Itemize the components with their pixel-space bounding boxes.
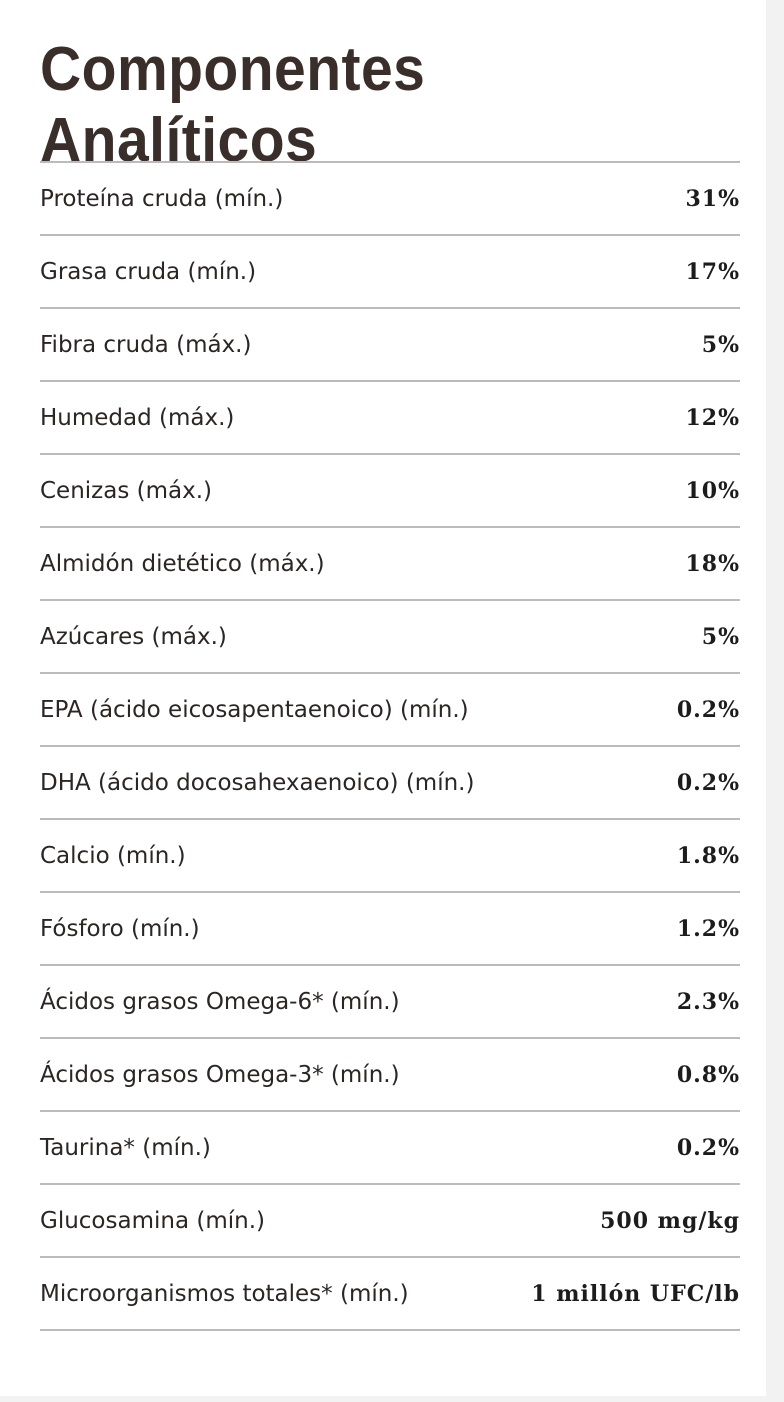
table-row: Microorganismos totales* (mín.) 1 millón … bbox=[40, 1258, 740, 1331]
label: Cenizas (máx.) bbox=[40, 477, 213, 504]
label: EPA (ácido eicosapentaenoico) (mín.) bbox=[40, 696, 469, 723]
table: Proteína cruda (mín.) 31% Grasa cruda (mín… bbox=[40, 161, 740, 1331]
label: Ácidos grasos Omega-3* (mín.) bbox=[40, 1061, 400, 1088]
value: 500 mg/kg bbox=[600, 1207, 740, 1234]
label: Humedad (máx.) bbox=[40, 404, 235, 431]
table-row: Fibra cruda (máx.) 5% bbox=[40, 309, 740, 382]
value: 18% bbox=[685, 550, 740, 577]
value: 2.3% bbox=[676, 988, 740, 1015]
label: Ácidos grasos Omega-6* (mín.) bbox=[40, 988, 400, 1015]
table-row: Calcio (mín.) 1.8% bbox=[40, 820, 740, 893]
table-row: Proteína cruda (mín.) 31% bbox=[40, 163, 740, 236]
table-row: Humedad (máx.) 12% bbox=[40, 382, 740, 455]
value: 31% bbox=[685, 185, 740, 212]
label: Glucosamina (mín.) bbox=[40, 1207, 265, 1234]
label: Almidón dietético (máx.) bbox=[40, 550, 325, 577]
table-row: Ácidos grasos Omega-3* (mín.) 0.8% bbox=[40, 1039, 740, 1112]
value: 10% bbox=[685, 477, 740, 504]
label: Fósforo (mín.) bbox=[40, 915, 200, 942]
value: 12% bbox=[685, 404, 740, 431]
value: 0.2% bbox=[676, 696, 740, 723]
label: Microorganismos totales* (mín.) bbox=[40, 1280, 409, 1307]
table-row: Ácidos grasos Omega-6* (mín.) 2.3% bbox=[40, 966, 740, 1039]
label: Taurina* (mín.) bbox=[40, 1134, 211, 1161]
card: Componentes Analíticos Proteína cruda (m… bbox=[0, 0, 766, 1396]
label: Fibra cruda (máx.) bbox=[40, 331, 252, 358]
label: Azúcares (máx.) bbox=[40, 623, 227, 650]
label: Proteína cruda (mín.) bbox=[40, 185, 284, 212]
title: Componentes Analíticos bbox=[40, 35, 426, 175]
value: 17% bbox=[685, 258, 740, 285]
table-row: Glucosamina (mín.) 500 mg/kg bbox=[40, 1185, 740, 1258]
value: 1 millón UFC/lb bbox=[531, 1280, 740, 1307]
value: 0.2% bbox=[676, 1134, 740, 1161]
table-row: Grasa cruda (mín.) 17% bbox=[40, 236, 740, 309]
value: 5% bbox=[701, 331, 740, 358]
label: Calcio (mín.) bbox=[40, 842, 186, 869]
value: 5% bbox=[701, 623, 740, 650]
table-row: Taurina* (mín.) 0.2% bbox=[40, 1112, 740, 1185]
table-row: Azúcares (máx.) 5% bbox=[40, 601, 740, 674]
value: 0.8% bbox=[676, 1061, 740, 1088]
table-row: DHA (ácido docosahexaenoico) (mín.) 0.2% bbox=[40, 747, 740, 820]
label: DHA (ácido docosahexaenoico) (mín.) bbox=[40, 769, 475, 796]
value: 0.2% bbox=[676, 769, 740, 796]
table-row: EPA (ácido eicosapentaenoico) (mín.) 0.2% bbox=[40, 674, 740, 747]
table-row: Cenizas (máx.) 10% bbox=[40, 455, 740, 528]
table-row: Fósforo (mín.) 1.2% bbox=[40, 893, 740, 966]
table-row: Almidón dietético (máx.) 18% bbox=[40, 528, 740, 601]
value: 1.8% bbox=[676, 842, 740, 869]
label: Grasa cruda (mín.) bbox=[40, 258, 257, 285]
value: 1.2% bbox=[676, 915, 740, 942]
